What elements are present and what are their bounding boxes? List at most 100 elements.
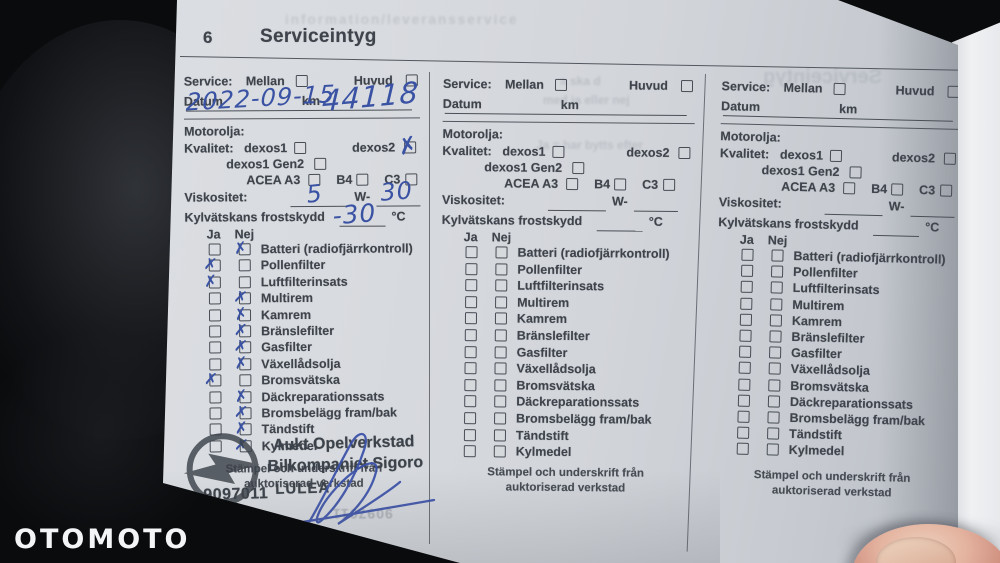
label-viskositet: Viskositet: xyxy=(441,192,506,208)
label-motorolja: Motorolja: xyxy=(184,124,245,139)
frostskydd-line xyxy=(596,230,643,232)
checkbox-ja xyxy=(464,412,477,425)
viskositet-line-1 xyxy=(824,213,883,217)
checkbox-nej xyxy=(494,329,507,342)
bleed-through-text: a ska d xyxy=(560,74,601,88)
checklist-item-label: Bromsvätska xyxy=(261,372,340,388)
checkbox-ja xyxy=(737,394,751,407)
checkbox-nej xyxy=(494,312,508,325)
page-number: 6 xyxy=(203,28,213,47)
checkbox-ja xyxy=(464,395,477,408)
datum-km-line xyxy=(444,112,687,117)
pen-check-ja: ✗ xyxy=(203,369,219,390)
viskositet-line-2 xyxy=(633,210,678,212)
checkbox-nej xyxy=(767,395,781,408)
checklist-item-label: Luftfilterinsats xyxy=(517,278,605,294)
checkbox-ja xyxy=(464,329,477,342)
checklist-item-label: Däckreparationssats xyxy=(516,394,640,411)
checklist-item-label: Kamrem xyxy=(791,313,843,329)
checkbox-nej xyxy=(495,279,508,292)
label-dexos2: dexos2 xyxy=(352,140,396,155)
label-viskositet: Viskositet: xyxy=(184,190,248,205)
checkbox-ja xyxy=(464,362,477,375)
pen-mark-dexos2: ✗ xyxy=(395,131,420,162)
checkbox-nej xyxy=(770,297,783,311)
section-rule xyxy=(442,120,695,125)
checkbox-ja xyxy=(465,262,478,275)
label-dexos1-gen2: dexos1 Gen2 xyxy=(226,156,305,172)
checkbox-ja xyxy=(738,362,751,375)
checklist-item-label: Gasfilter xyxy=(790,346,843,362)
checkbox-huvud xyxy=(680,79,694,93)
checkbox-ja xyxy=(209,391,222,404)
checkbox-ja xyxy=(465,295,478,309)
checkbox-ja xyxy=(740,281,753,294)
checkbox-nej xyxy=(495,262,508,276)
checkbox-b4 xyxy=(614,178,627,191)
checklist-item-label: Bromsvätska xyxy=(790,378,870,395)
label-frostskydd: Kylvätskans frostskydd xyxy=(441,212,583,229)
checklist-item-label: Växellådsolja xyxy=(516,361,596,377)
checklist-item-label: Gasfilter xyxy=(261,340,312,355)
checkbox-mellan xyxy=(833,82,846,96)
checkbox-dexos1-gen2 xyxy=(849,166,862,179)
checkbox-ja xyxy=(464,312,478,325)
section-rule xyxy=(183,117,420,120)
checkbox-nej xyxy=(769,330,782,343)
label-dexos1: dexos1 xyxy=(779,147,824,163)
checkbox-ja xyxy=(464,345,477,358)
checkbox-nej xyxy=(494,345,507,359)
checkbox-nej xyxy=(768,362,781,376)
pen-check-nej: ✗ xyxy=(232,237,249,259)
label-motorolja: Motorolja: xyxy=(442,126,504,142)
checklist-item-label: Tändstift xyxy=(788,427,843,443)
label-c3: C3 xyxy=(642,177,659,192)
label-dexos1-gen2: dexos1 Gen2 xyxy=(484,160,563,175)
checkbox-nej xyxy=(238,259,251,272)
checkbox-ja xyxy=(208,309,222,322)
checkbox-dexos1 xyxy=(829,149,843,163)
label-b4: B4 xyxy=(594,177,611,192)
checkbox-ja xyxy=(465,279,478,292)
checkbox-ja xyxy=(739,313,753,326)
checkbox-dexos1-gen2 xyxy=(572,162,585,175)
label-dexos2: dexos2 xyxy=(626,145,670,160)
label-huvud: Huvud xyxy=(628,78,668,93)
checkbox-ja xyxy=(463,445,476,458)
checkbox-b4 xyxy=(356,173,369,186)
label-mellan: Mellan xyxy=(783,80,823,96)
checkbox-ja xyxy=(740,264,754,278)
checkbox-nej xyxy=(768,346,782,359)
label-kvalitet: Kvalitet: xyxy=(184,141,234,156)
checkbox-nej xyxy=(494,395,507,408)
label-deg-c: °C xyxy=(391,209,406,224)
checkbox-dexos1-gen2 xyxy=(314,157,327,170)
checklist-item-label: Pollenfilter xyxy=(792,265,858,281)
column-divider xyxy=(429,72,430,544)
label-dexos1: dexos1 xyxy=(244,141,288,156)
checklist-item-label: Bränslefilter xyxy=(791,329,865,346)
label-kvalitet: Kvalitet: xyxy=(719,146,770,162)
checklist-item-label: Kylmedel xyxy=(788,443,845,459)
bleed-through-text: information/leveransservice xyxy=(285,12,519,27)
checkbox-ja xyxy=(737,410,750,423)
label-service: Service: xyxy=(442,76,492,92)
label-w-prefix: W- xyxy=(611,194,628,209)
checkbox-ja xyxy=(740,297,753,310)
checklist-item-label: Luftfilterinsats xyxy=(260,274,348,290)
label-dexos1-gen2: dexos1 Gen2 xyxy=(761,163,840,180)
checkbox-acea-a3 xyxy=(843,182,856,195)
checklist-item-label: Pollenfilter xyxy=(260,258,326,273)
checklist-item-label: Bromsvätska xyxy=(516,378,595,394)
checkbox-nej xyxy=(494,362,507,375)
checklist-item-label: Batteri (radiofjärrkontroll) xyxy=(260,241,413,257)
label-nej-header: Nej xyxy=(767,233,788,248)
checklist-item-label: Kylmedel xyxy=(515,444,572,460)
checkbox-nej xyxy=(495,246,508,259)
checkbox-nej xyxy=(766,443,779,457)
checkbox-acea-a3 xyxy=(566,177,579,191)
checklist-item-label: Däckreparationssats xyxy=(261,389,385,404)
otomoto-watermark: OTOMOTO xyxy=(14,524,191,555)
label-km: km xyxy=(560,97,579,113)
checkbox-mellan xyxy=(554,78,568,91)
